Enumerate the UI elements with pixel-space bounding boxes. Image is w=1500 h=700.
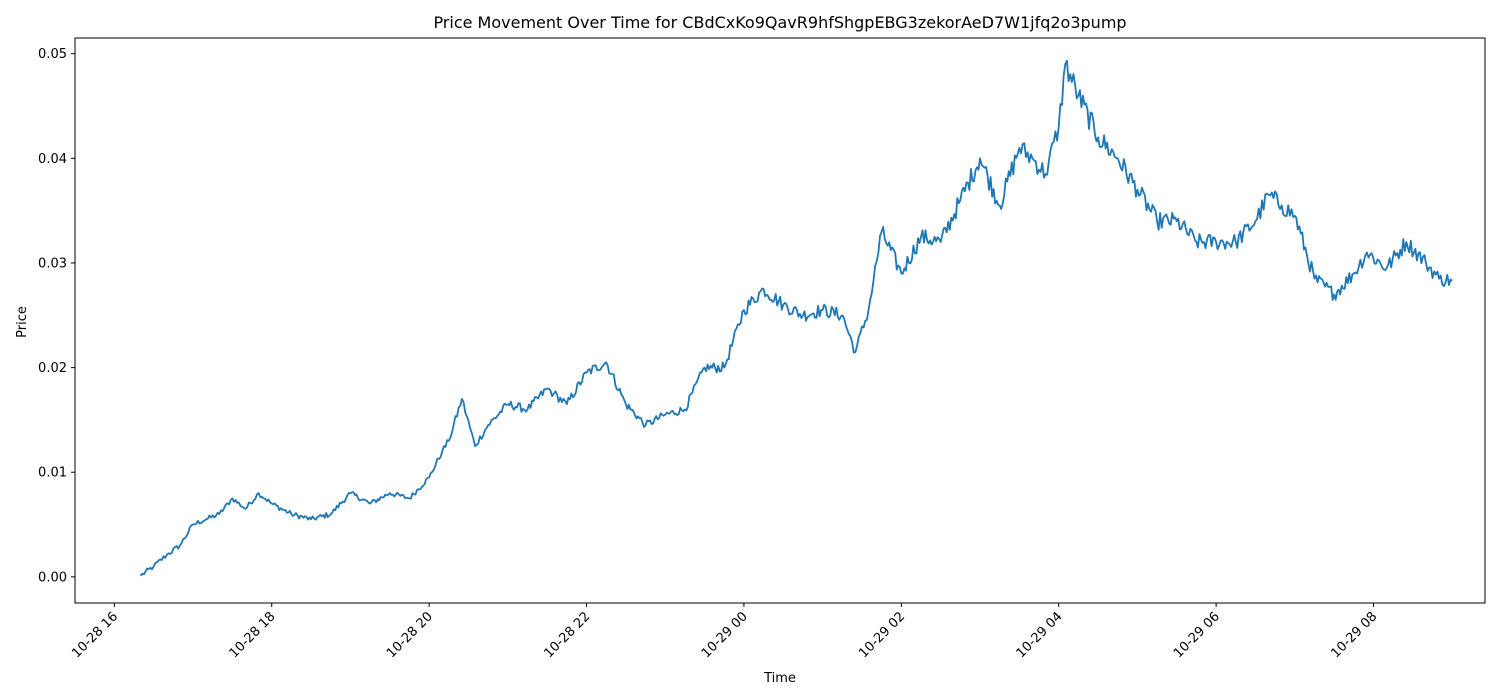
plot-area-frame [74, 37, 1486, 604]
x-tick-label: 10-29 06 [1171, 609, 1223, 661]
x-tick-label: 10-28 18 [227, 609, 279, 661]
x-tick-label: 10-29 08 [1328, 609, 1380, 661]
y-tick-label: 0.05 [38, 47, 67, 62]
y-axis-label: Price [15, 306, 30, 338]
y-tick-label: 0.03 [38, 256, 67, 271]
x-axis: 10-28 16 10-28 18 10-28 20 10-28 22 10-29 00… [69, 603, 1380, 661]
x-axis-label: Time [763, 671, 796, 686]
x-tick-label: 10-28 22 [541, 609, 593, 661]
x-tick-label: 10-28 20 [384, 609, 436, 661]
x-tick-label: 10-29 00 [699, 609, 751, 661]
y-tick-label: 0.00 [38, 570, 67, 585]
y-tick-label: 0.01 [38, 466, 67, 481]
y-tick-label: 0.04 [38, 152, 67, 167]
y-axis: 0.00 0.01 0.02 0.03 0.04 0.05 [38, 47, 75, 585]
y-tick-label: 0.02 [38, 361, 67, 376]
x-tick-label: 10-29 02 [856, 609, 908, 661]
x-tick-label: 10-28 16 [69, 609, 121, 661]
price-series-line [139, 59, 1453, 577]
chart-title: Price Movement Over Time for CBdCxKo9Qav… [433, 13, 1126, 32]
x-tick-label: 10-29 04 [1014, 609, 1066, 661]
